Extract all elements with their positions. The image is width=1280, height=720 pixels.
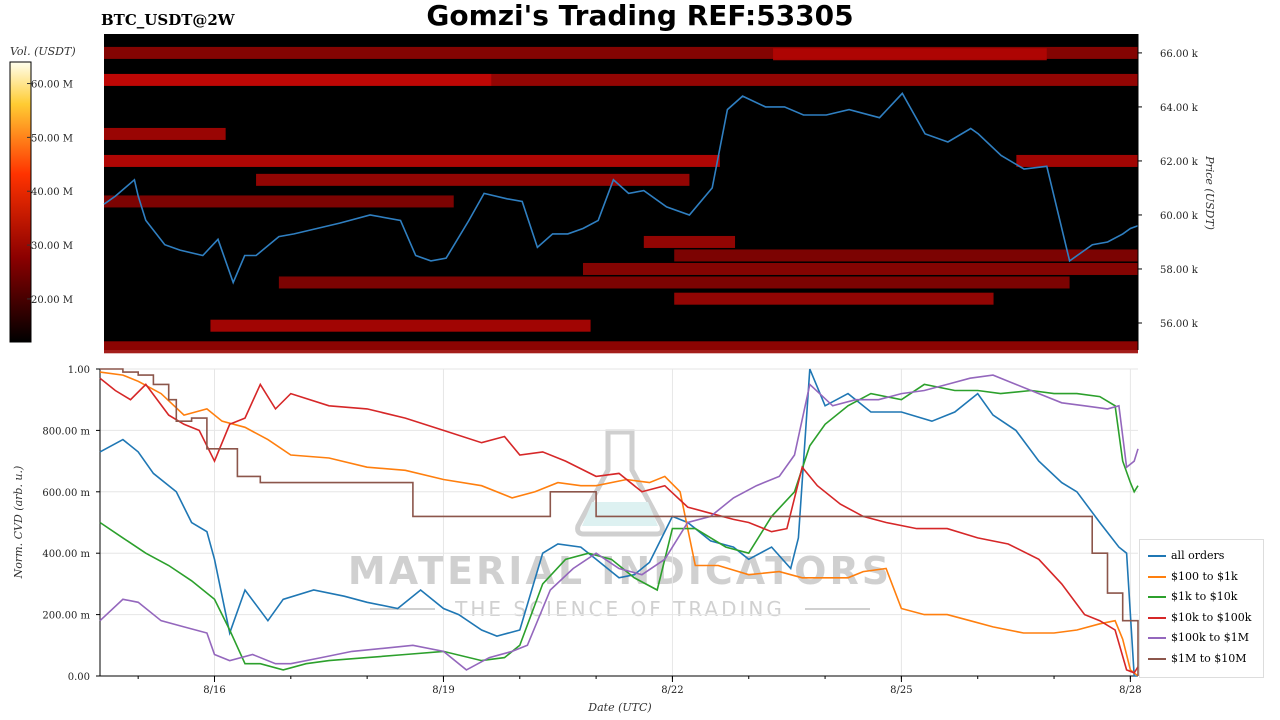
price-tick-label: 64.00 k xyxy=(1160,103,1199,114)
cvd-x-tick-label: 8/25 xyxy=(890,685,912,696)
legend-item: $100k to $1M xyxy=(1148,630,1249,646)
series-line--1m-to-10m xyxy=(100,368,1139,676)
cvd-x-tick-label: 8/19 xyxy=(432,685,454,696)
liquidity-band xyxy=(491,73,1138,86)
price-axis-label: Price (USDT) xyxy=(1203,155,1216,230)
cvd-y-tick-label: 600.00 m xyxy=(42,488,90,499)
price-tick-label: 60.00 k xyxy=(1160,211,1199,222)
liquidity-band xyxy=(210,319,591,332)
cvd-y-tick-label: 800.00 m xyxy=(42,426,90,437)
legend-item: $10k to $100k xyxy=(1148,610,1251,626)
liquidity-band xyxy=(674,292,994,305)
legend-swatch xyxy=(1148,637,1166,639)
liquidity-band xyxy=(104,341,1138,354)
liquidity-band xyxy=(773,48,1047,61)
price-line xyxy=(103,92,1139,285)
legend: all orders $100 to $1k $1k to $10k $10k to … xyxy=(1139,539,1264,678)
series-line-all-orders xyxy=(99,368,1138,677)
legend-swatch xyxy=(1148,657,1166,660)
chart-title: Gomzi's Trading REF:53305 xyxy=(426,0,854,32)
watermark-tagline: THE SCIENCE OF TRADING xyxy=(454,597,785,621)
legend-swatch xyxy=(1148,555,1166,557)
liquidity-band xyxy=(674,249,1138,262)
liquidity-band xyxy=(104,127,226,140)
colorbar-tick-label: 50.00 M xyxy=(31,133,73,144)
liquidity-band xyxy=(278,276,1070,289)
legend-label: $1M to $10M xyxy=(1171,651,1247,665)
colorbar-tick-label: 30.00 M xyxy=(31,241,73,252)
legend-item: $1k to $10k xyxy=(1148,589,1237,605)
liquidity-band xyxy=(643,235,736,248)
legend-item: $1M to $10M xyxy=(1148,651,1247,667)
watermark: MATERIAL INDICATORS THE SCIENCE OF TRADIN… xyxy=(348,429,892,621)
liquidity-band xyxy=(104,73,492,86)
flask-icon xyxy=(575,429,665,537)
legend-swatch xyxy=(1148,575,1166,578)
liquidity-band xyxy=(582,262,1138,275)
cvd-y-tick-label: 200.00 m xyxy=(42,611,90,622)
legend-label: $1k to $10k xyxy=(1171,590,1238,603)
legend-label: all orders xyxy=(1171,549,1225,562)
price-tick-label: 66.00 k xyxy=(1160,49,1199,60)
cvd-x-tick-label: 8/16 xyxy=(203,685,225,696)
cvd-y-tick-label: 400.00 m xyxy=(42,549,90,560)
colorbar-tick-label: 60.00 M xyxy=(31,80,73,91)
legend-item: $100 to $1k xyxy=(1148,569,1238,585)
cvd-x-tick-label: 8/22 xyxy=(661,685,683,696)
flask-outline xyxy=(575,429,665,537)
colorbar-label: Vol. (USDT) xyxy=(10,45,76,58)
colorbar: 60.00 M 50.00 M 40.00 M 30.00 M 20.00 M Vol. … xyxy=(9,45,76,343)
price-tick-label: 58.00 k xyxy=(1160,265,1199,276)
x-axis-label: Date (UTC) xyxy=(587,701,651,714)
colorbar-tick-label: 20.00 M xyxy=(31,295,73,306)
legend-label: $100 to $1k xyxy=(1171,569,1238,583)
legend-swatch xyxy=(1148,616,1166,619)
cvd-y-tick-label: 0.00 xyxy=(68,672,90,683)
heatmap-panel: 66.00 k 64.00 k 62.00 k 60.00 k 58.00 k 56.00… xyxy=(103,34,1216,354)
cvd-y-axis-label: Norm. CVD (arb. u.) xyxy=(12,466,25,580)
legend-label: $100k to $1M xyxy=(1171,631,1249,644)
price-tick-label: 62.00 k xyxy=(1160,157,1199,168)
legend-label: $10k to $100k xyxy=(1171,610,1252,624)
series-line--100-to-1k xyxy=(99,371,1139,677)
cvd-panel: 1.00 800.00 m 600.00 m 400.00 m 200.00 m 0.00… xyxy=(12,365,1142,714)
cvd-y-tick-label: 1.00 xyxy=(68,365,90,376)
cvd-x-tick-label: 8/28 xyxy=(1119,685,1141,696)
liquidity-band xyxy=(256,173,690,186)
liquidity-band xyxy=(104,154,720,167)
series-line--1k-to-10k xyxy=(99,383,1139,671)
liquidity-band xyxy=(104,195,454,208)
legend-item: all orders xyxy=(1148,548,1224,564)
legend-swatch xyxy=(1148,596,1166,598)
liquidity-band xyxy=(1016,154,1138,167)
pair-label: BTC_USDT@2W xyxy=(101,11,235,29)
watermark-brand: MATERIAL INDICATORS xyxy=(348,549,892,593)
series-line--100k-to-1m xyxy=(99,374,1139,671)
colorbar-gradient xyxy=(9,61,32,343)
price-tick-label: 56.00 k xyxy=(1160,319,1199,330)
series-line--10k-to-100k xyxy=(99,377,1139,674)
colorbar-tick-label: 40.00 M xyxy=(31,187,73,198)
flask-liquid xyxy=(582,502,658,526)
